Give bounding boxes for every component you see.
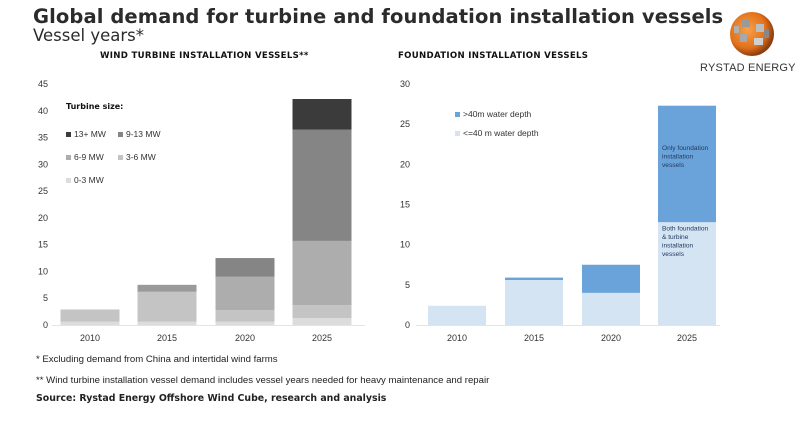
right-bar-segment <box>505 277 563 281</box>
left-bar-segment <box>292 240 352 306</box>
right-panel-title: FOUNDATION INSTALLATION VESSELS <box>398 51 589 61</box>
right-y-tick-label: 15 <box>400 200 410 210</box>
left-bar-segment <box>292 305 352 319</box>
left-legend-label: 3-6 MW <box>126 152 156 162</box>
right-bar-segment <box>505 280 563 325</box>
left-legend-swatch <box>66 155 71 160</box>
left-y-tick-label: 5 <box>43 293 48 303</box>
right-bar-annotation: installation <box>662 242 693 249</box>
right-bar-annotation: & turbine <box>662 234 689 241</box>
left-y-tick-label: 40 <box>38 106 48 116</box>
left-bar-segment <box>215 321 275 325</box>
chart-title: Global demand for turbine and foundation… <box>33 5 724 28</box>
left-bar-segment <box>292 98 352 130</box>
chart-subtitle: Vessel years* <box>33 26 144 45</box>
left-bar-segment <box>60 309 120 322</box>
right-bar-annotation: vessels <box>662 162 685 169</box>
left-x-tick-label: 2020 <box>235 333 255 343</box>
right-bar-segment <box>658 222 716 325</box>
right-y-tick-label: 20 <box>400 159 410 169</box>
right-legend-swatch <box>455 112 460 117</box>
left-legend-title: Turbine size: <box>66 102 123 111</box>
right-bar-annotation: Only foundation <box>662 145 709 152</box>
right-y-tick-label: 25 <box>400 119 410 129</box>
left-x-tick-label: 2015 <box>157 333 177 343</box>
left-y-tick-label: 25 <box>38 186 48 196</box>
footnote-1: * Excluding demand from China and intert… <box>36 354 278 365</box>
left-bar-segment <box>137 291 197 322</box>
right-x-tick-label: 2020 <box>601 333 621 343</box>
left-x-tick-label: 2010 <box>80 333 100 343</box>
left-bar-segment <box>60 321 120 325</box>
right-bar-segment <box>582 264 640 293</box>
right-bar-segment <box>582 292 640 325</box>
right-bar-segment <box>658 105 716 223</box>
right-bar-segment <box>428 305 486 325</box>
left-legend-swatch <box>66 178 71 183</box>
left-y-tick-label: 0 <box>43 320 48 330</box>
left-bar-segment <box>292 129 352 241</box>
left-legend-swatch <box>118 155 123 160</box>
right-legend-label: <=40 m water depth <box>463 128 539 138</box>
left-legend-label: 13+ MW <box>74 129 106 139</box>
left-bar-segment <box>215 276 275 311</box>
left-bar-segment <box>215 258 275 277</box>
right-y-tick-label: 0 <box>405 320 410 330</box>
left-y-tick-label: 10 <box>38 266 48 276</box>
left-legend-swatch <box>118 132 123 137</box>
rystad-globe-icon <box>730 12 774 56</box>
right-x-tick-label: 2015 <box>524 333 544 343</box>
left-bar-segment <box>292 318 352 325</box>
left-legend-swatch <box>66 132 71 137</box>
right-bar-annotation: installation <box>662 153 693 160</box>
right-y-tick-label: 5 <box>405 280 410 290</box>
left-bar-segment <box>137 321 197 325</box>
right-legend-swatch <box>455 131 460 136</box>
left-y-tick-label: 20 <box>38 213 48 223</box>
left-y-tick-label: 15 <box>38 240 48 250</box>
left-y-tick-label: 35 <box>38 133 48 143</box>
left-x-tick-label: 2025 <box>312 333 332 343</box>
left-legend-label: 0-3 MW <box>74 175 104 185</box>
right-bar-annotation: Both foundation <box>662 225 709 232</box>
right-x-tick-label: 2025 <box>677 333 697 343</box>
left-panel-title: WIND TURBINE INSTALLATION VESSELS** <box>100 51 309 61</box>
source-note: Source: Rystad Energy Offshore Wind Cube… <box>36 393 387 404</box>
right-y-tick-label: 10 <box>400 240 410 250</box>
right-legend-label: >40m water depth <box>463 109 532 119</box>
left-legend-label: 9-13 MW <box>126 129 160 139</box>
right-x-tick-label: 2010 <box>447 333 467 343</box>
left-bar-segment <box>137 284 197 292</box>
footnote-2: ** Wind turbine installation vessel dema… <box>36 375 490 386</box>
right-y-tick-label: 30 <box>400 79 410 89</box>
left-legend-label: 6-9 MW <box>74 152 104 162</box>
right-bar-annotation: vessels <box>662 251 685 258</box>
left-y-tick-label: 45 <box>38 79 48 89</box>
logo-text: RYSTAD ENERGY <box>700 62 796 74</box>
left-y-tick-label: 30 <box>38 159 48 169</box>
left-bar-segment <box>215 310 275 322</box>
